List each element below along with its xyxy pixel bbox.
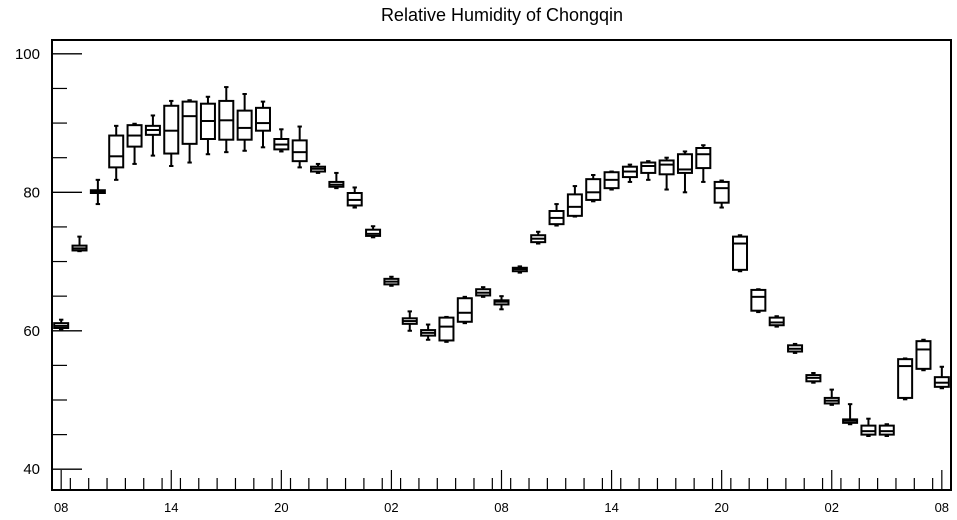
box bbox=[475, 286, 492, 298]
y-tick-label: 40 bbox=[23, 461, 40, 478]
box bbox=[915, 338, 932, 372]
box bbox=[548, 203, 565, 227]
box bbox=[713, 179, 730, 209]
chart-title: Relative Humidity of Chongqin bbox=[381, 5, 623, 25]
x-tick-label: 08 bbox=[935, 500, 949, 515]
box-body bbox=[456, 297, 473, 323]
box bbox=[860, 417, 877, 437]
y-tick-label: 80 bbox=[23, 184, 40, 201]
y-tick-label: 100 bbox=[15, 46, 40, 63]
box-body bbox=[365, 228, 382, 237]
box bbox=[163, 99, 180, 167]
box bbox=[640, 160, 657, 181]
box bbox=[493, 295, 510, 311]
box bbox=[144, 114, 161, 157]
box bbox=[603, 170, 620, 191]
box bbox=[254, 100, 271, 149]
box bbox=[199, 95, 216, 156]
box bbox=[695, 144, 712, 183]
box bbox=[236, 93, 253, 152]
x-tick-label: 02 bbox=[825, 500, 839, 515]
x-tick-label: 08 bbox=[494, 500, 508, 515]
box-body bbox=[236, 109, 253, 141]
box bbox=[585, 174, 602, 203]
box-body bbox=[438, 316, 455, 342]
box-body bbox=[163, 104, 180, 155]
box-body bbox=[108, 134, 125, 169]
x-tick-label: 20 bbox=[714, 500, 728, 515]
box bbox=[383, 275, 400, 287]
box bbox=[878, 423, 895, 437]
box bbox=[310, 162, 327, 174]
box bbox=[420, 323, 437, 341]
box bbox=[89, 178, 106, 206]
box-body bbox=[640, 161, 657, 174]
box-body bbox=[915, 340, 932, 370]
box bbox=[218, 86, 235, 154]
box bbox=[346, 186, 363, 209]
box bbox=[365, 225, 382, 239]
box-body bbox=[732, 235, 749, 271]
y-tick-label: 60 bbox=[23, 323, 40, 340]
box-body bbox=[566, 193, 583, 217]
box bbox=[768, 315, 785, 328]
box-body bbox=[658, 159, 675, 176]
box bbox=[53, 318, 70, 331]
box bbox=[181, 99, 198, 164]
box-body bbox=[585, 178, 602, 201]
box-body bbox=[897, 358, 914, 399]
box bbox=[456, 295, 473, 325]
x-axis: 08 14 20 02 08 14 20 02 08 bbox=[54, 470, 949, 515]
box bbox=[273, 128, 290, 153]
box bbox=[676, 150, 693, 194]
box bbox=[842, 403, 859, 426]
box bbox=[621, 163, 638, 183]
x-tick-label: 14 bbox=[164, 500, 178, 515]
box-body bbox=[750, 288, 767, 312]
box bbox=[511, 265, 528, 274]
box bbox=[787, 342, 804, 354]
box bbox=[530, 230, 547, 245]
box bbox=[805, 372, 822, 384]
box-body bbox=[181, 100, 198, 145]
x-tick-label: 02 bbox=[384, 500, 398, 515]
box-body bbox=[713, 180, 730, 204]
box bbox=[71, 235, 88, 253]
box bbox=[658, 156, 675, 191]
x-tick-label: 08 bbox=[54, 500, 68, 515]
box bbox=[732, 234, 749, 273]
x-tick-label: 14 bbox=[604, 500, 618, 515]
box bbox=[291, 125, 308, 169]
x-tick-label: 20 bbox=[274, 500, 288, 515]
box bbox=[438, 315, 455, 343]
box bbox=[328, 171, 345, 190]
box-body bbox=[676, 153, 693, 174]
box bbox=[933, 365, 950, 390]
box bbox=[126, 122, 143, 165]
box bbox=[750, 288, 767, 314]
box-body bbox=[768, 316, 785, 327]
box-series bbox=[53, 86, 950, 437]
box-body bbox=[254, 106, 271, 132]
box bbox=[897, 357, 914, 401]
box bbox=[823, 388, 840, 406]
box bbox=[401, 310, 418, 332]
box-body bbox=[860, 424, 877, 436]
box bbox=[108, 124, 125, 181]
box-body bbox=[695, 147, 712, 170]
y-axis: 40 60 80 100 bbox=[15, 46, 82, 478]
box bbox=[566, 185, 583, 218]
box-body bbox=[878, 424, 895, 436]
box-body bbox=[291, 139, 308, 163]
